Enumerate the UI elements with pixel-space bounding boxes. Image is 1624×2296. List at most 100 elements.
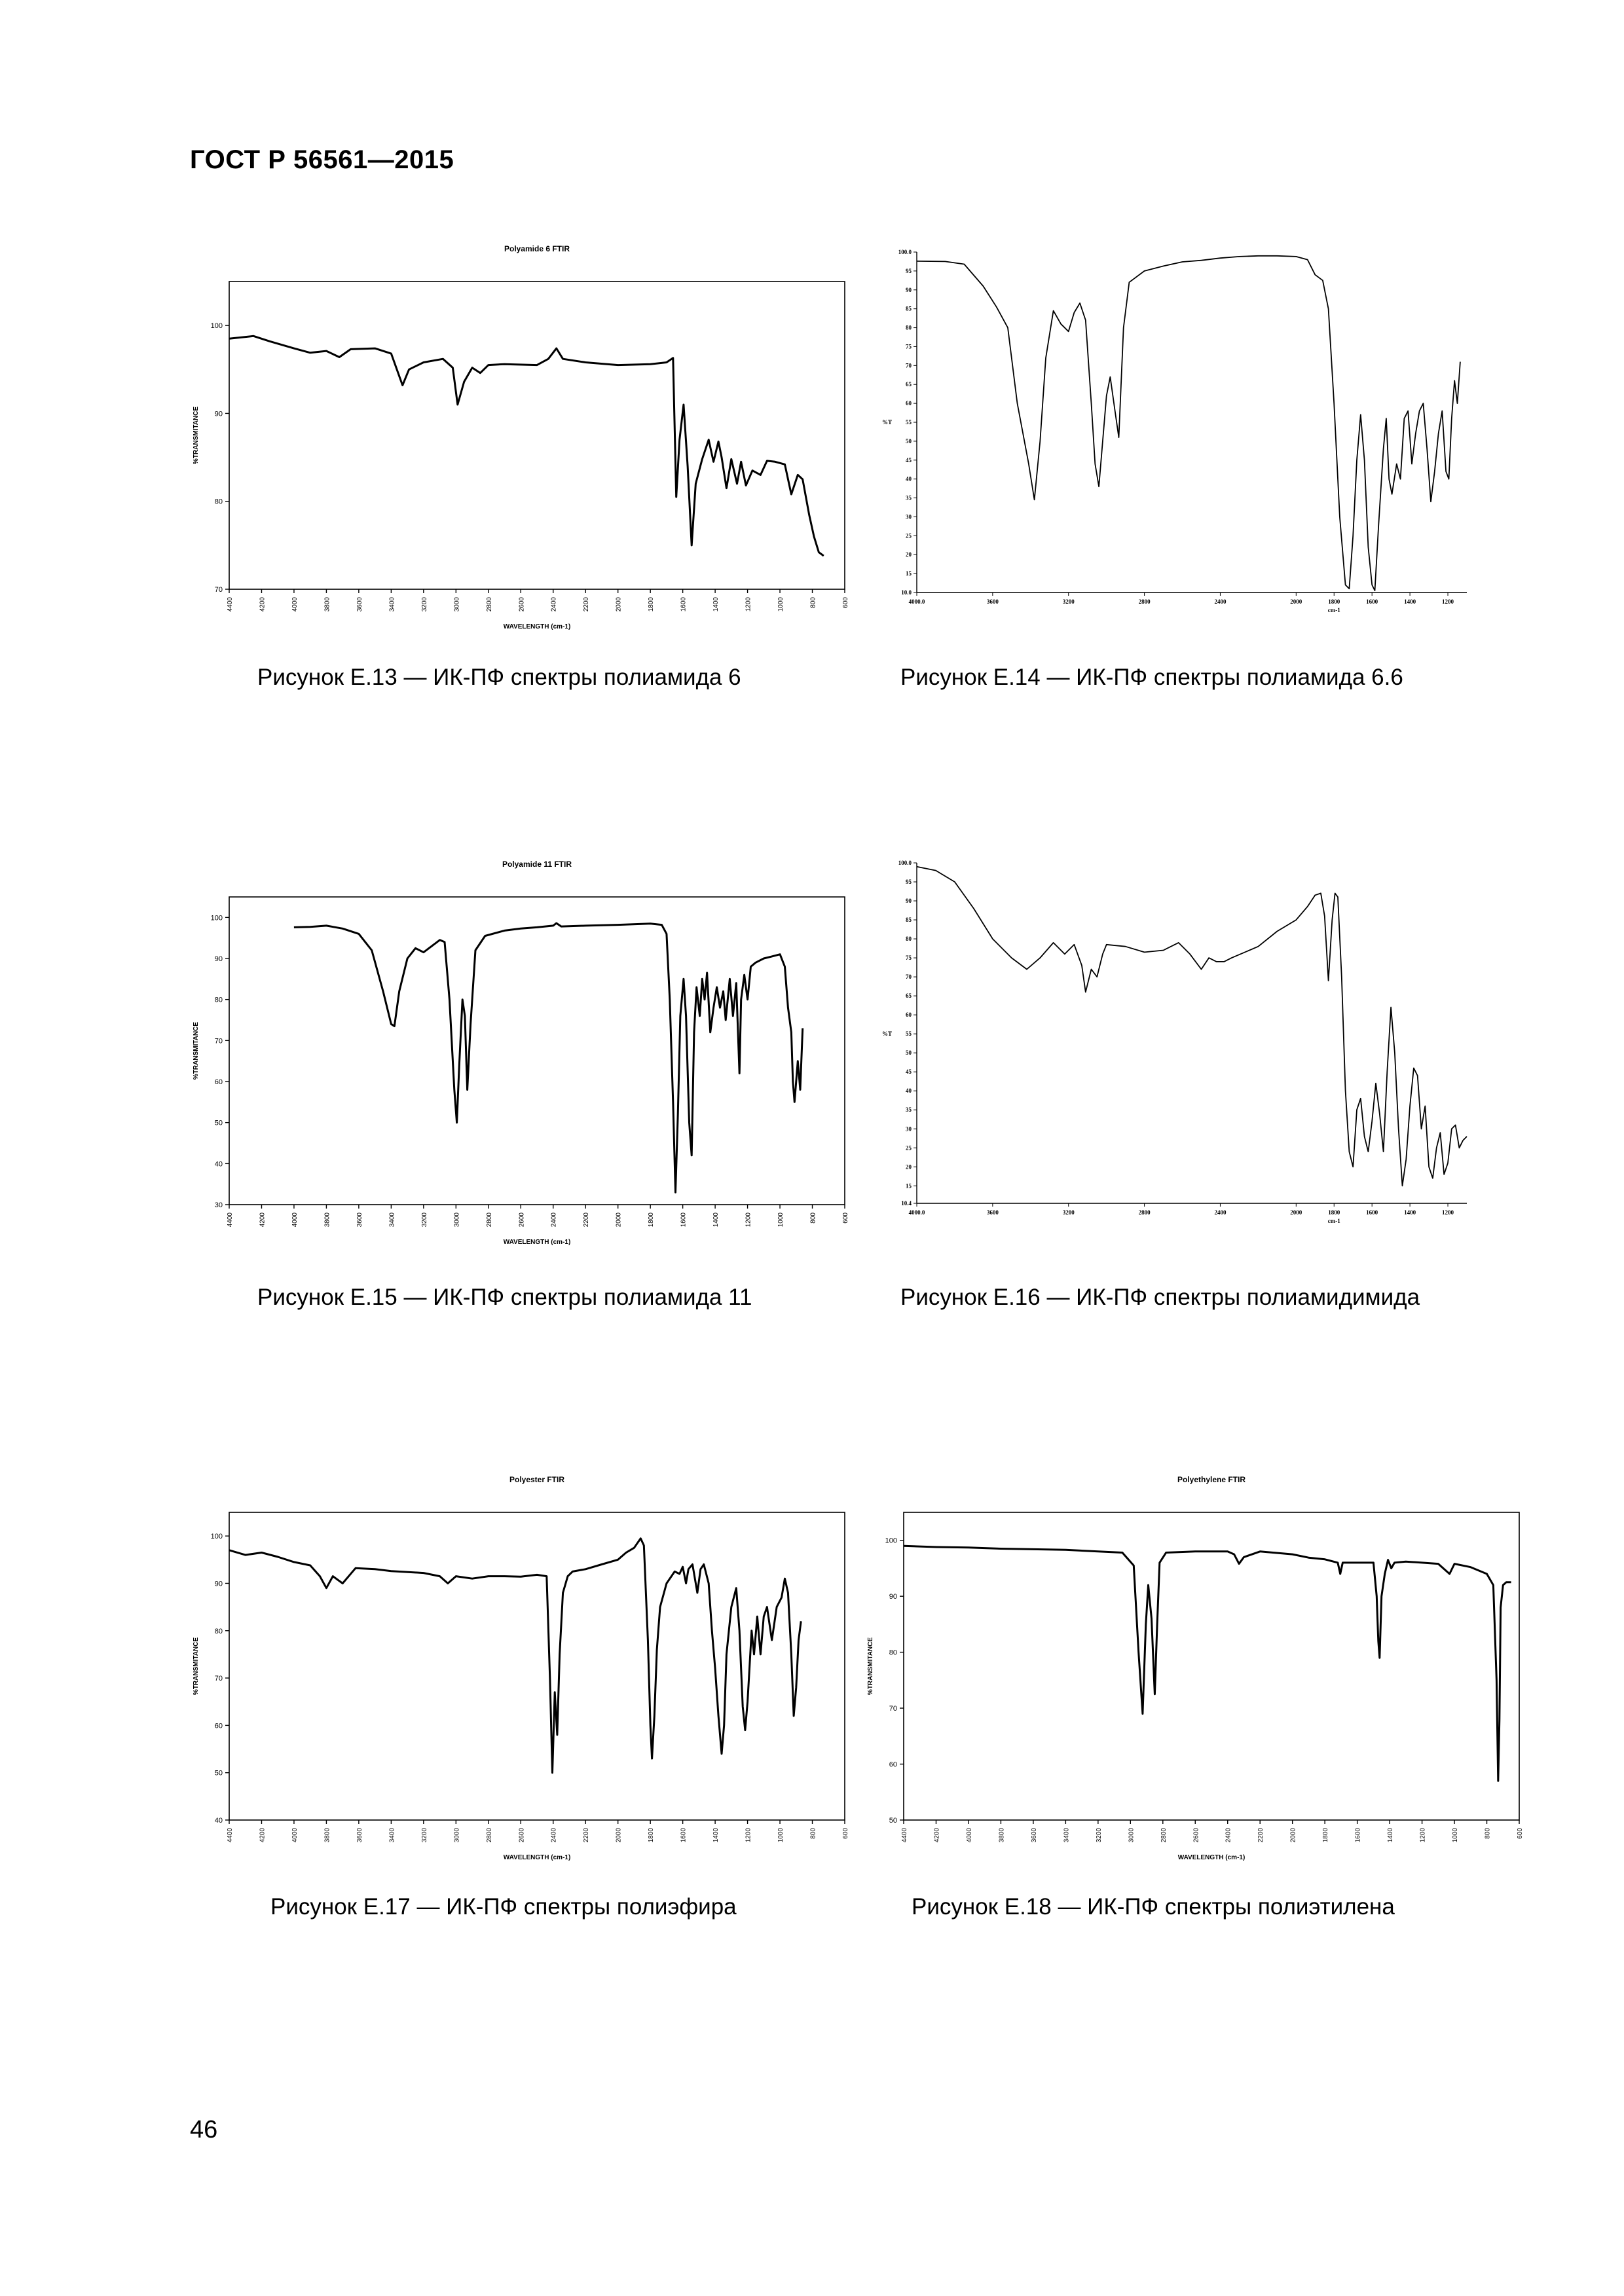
x-tick-label: 4200 <box>259 1212 266 1228</box>
y-tick-label: 40 <box>906 476 912 483</box>
y-tick-label: 100.0 <box>898 860 912 866</box>
x-tick-label: 800 <box>1485 1828 1492 1839</box>
spectrum-line <box>229 335 824 557</box>
x-tick-label: 1600 <box>1355 1828 1362 1843</box>
caption-e16: Рисунок Е.16 — ИК-ПФ спектры полиамидими… <box>900 1285 1420 1310</box>
spectrum-line <box>903 1544 1511 1782</box>
y-tick-label: 50 <box>215 1770 223 1777</box>
x-axis-label: cm-1 <box>1328 1218 1340 1224</box>
x-tick-label: 3400 <box>388 1828 396 1843</box>
y-tick-label: 25 <box>906 1144 912 1151</box>
y-tick-label: 60 <box>215 1078 223 1086</box>
y-tick-label: 25 <box>906 532 912 539</box>
y-tick-label: 80 <box>906 325 912 331</box>
x-tick-label: 2200 <box>1257 1828 1264 1843</box>
y-tick-label: 30 <box>215 1201 223 1209</box>
chart-svg: 10.4 15 20 25 30 35 40 45 50 55 60 65 70 75 80 85 90 95 10… <box>882 860 1467 1224</box>
x-tick-label: 2000 <box>616 1212 623 1228</box>
x-tick-label: 1200 <box>1442 1209 1454 1216</box>
x-tick-label: 2600 <box>518 1828 525 1843</box>
x-tick-label: 3200 <box>421 1828 428 1843</box>
figure-e15-chart: Polyamide 11 FTIR 30 40 50 60 70 80 90 100 4400 42… <box>177 851 858 1257</box>
x-tick-label: 2800 <box>486 1212 493 1228</box>
plot-frame <box>903 1512 1520 1821</box>
x-tick-label: 1600 <box>680 1212 688 1228</box>
spectrum-line <box>916 866 1467 1187</box>
x-tick-label: 3800 <box>323 1212 331 1228</box>
x-tick-label: 1400 <box>1387 1828 1394 1843</box>
x-tick-label: 1600 <box>680 1828 688 1843</box>
spectrum-line <box>229 1537 802 1774</box>
y-tick-label: 70 <box>906 362 912 369</box>
x-tick-label: 1000 <box>777 1828 784 1843</box>
y-tick-label: 70 <box>215 1037 223 1045</box>
y-axis-label: %T <box>882 1030 892 1037</box>
y-tick-label: 45 <box>906 1068 912 1075</box>
y-tick-label: 70 <box>215 586 223 594</box>
x-tick-label: 3200 <box>1063 598 1075 605</box>
y-tick-label: 90 <box>906 287 912 293</box>
y-tick-label: 40 <box>215 1817 223 1825</box>
y-axis-label: %TRANSMITANCE <box>867 1637 874 1695</box>
x-tick-label: 4200 <box>933 1828 940 1843</box>
x-tick-label: 1800 <box>1322 1828 1329 1843</box>
caption-e17: Рисунок Е.17 — ИК-ПФ спектры полиэфира <box>270 1894 737 1920</box>
x-tick-label: 1400 <box>1404 1209 1416 1216</box>
x-tick-label: 2200 <box>583 1212 590 1228</box>
y-axis-label: %TRANSMITANCE <box>193 1022 200 1080</box>
x-tick-label: 4000 <box>291 1212 299 1228</box>
y-tick-label: 75 <box>906 343 912 350</box>
y-tick-label: 70 <box>906 974 912 980</box>
caption-e14: Рисунок Е.14 — ИК-ПФ спектры полиамида 6… <box>900 665 1403 690</box>
y-tick-label: 100 <box>211 914 223 922</box>
y-tick-label: 100 <box>211 322 223 330</box>
y-tick-label: 65 <box>906 381 912 388</box>
x-tick-label: 800 <box>810 1212 817 1224</box>
x-tick-label: 2400 <box>551 1212 558 1228</box>
x-tick-label: 3800 <box>323 597 331 612</box>
x-tick-label: 2600 <box>1192 1828 1200 1843</box>
plot-frame <box>229 1512 845 1821</box>
chart-title: Polyethylene FTIR <box>1177 1475 1246 1484</box>
y-tick-label: 90 <box>906 898 912 904</box>
x-tick-label: 800 <box>810 597 817 608</box>
x-tick-label: 2800 <box>1139 1209 1151 1216</box>
x-tick-label: 800 <box>810 1828 817 1839</box>
x-tick-label: 2400 <box>1225 1828 1232 1843</box>
x-tick-label: 3800 <box>998 1828 1005 1843</box>
y-tick-label: 35 <box>906 1106 912 1113</box>
x-tick-label: 1000 <box>777 597 784 612</box>
x-tick-label: 3400 <box>1063 1828 1070 1843</box>
chart-svg: Polyamide 11 FTIR 30 40 50 60 70 80 90 100 4400 42… <box>193 860 849 1246</box>
caption-e15: Рисунок Е.15 — ИК-ПФ спектры полиамида 1… <box>257 1285 752 1310</box>
y-tick-label: 50 <box>906 1049 912 1056</box>
figure-e13-chart: Polyamide 6 FTIR 70 80 90 100 4400 4200 4000 380… <box>177 236 858 642</box>
x-tick-label: 2400 <box>551 1828 558 1843</box>
x-axis-label: cm-1 <box>1328 607 1340 613</box>
y-tick-label: 80 <box>906 936 912 942</box>
y-tick-label: 30 <box>906 513 912 520</box>
figure-e18-chart: Polyethylene FTIR 50 60 70 80 90 100 4400 4200 40… <box>851 1467 1532 1872</box>
x-tick-label: 1400 <box>1404 598 1416 605</box>
x-tick-label: 2800 <box>1160 1828 1168 1843</box>
y-tick-label: 50 <box>215 1120 223 1127</box>
chart-title: Polyamide 11 FTIR <box>502 860 572 869</box>
figure-e16-chart: 10.4 15 20 25 30 35 40 45 50 55 60 65 70 75 80 85 90 95 10… <box>871 856 1480 1243</box>
document-header: ГОСТ Р 56561—2015 <box>190 145 454 174</box>
figure-e14-chart: 10.0 15 20 25 30 35 40 45 50 55 60 65 70 75 80 85 90 95 10… <box>871 246 1480 632</box>
y-tick-label: 10.4 <box>901 1200 912 1207</box>
x-tick-label: 1800 <box>648 597 655 612</box>
x-tick-label: 2000 <box>616 1828 623 1843</box>
x-tick-label: 3600 <box>356 1212 363 1228</box>
x-tick-label: 3200 <box>1063 1209 1075 1216</box>
x-tick-label: 2800 <box>1139 598 1151 605</box>
y-tick-label: 90 <box>889 1593 897 1601</box>
y-tick-label: 90 <box>215 955 223 963</box>
x-tick-label: 600 <box>842 1212 849 1224</box>
chart-svg: Polyethylene FTIR 50 60 70 80 90 100 4400 4200 40… <box>867 1475 1524 1861</box>
y-tick-label: 40 <box>906 1087 912 1094</box>
x-tick-label: 2600 <box>518 597 525 612</box>
x-tick-label: 3200 <box>421 1212 428 1228</box>
y-tick-label: 80 <box>215 498 223 506</box>
x-tick-label: 600 <box>842 1828 849 1839</box>
